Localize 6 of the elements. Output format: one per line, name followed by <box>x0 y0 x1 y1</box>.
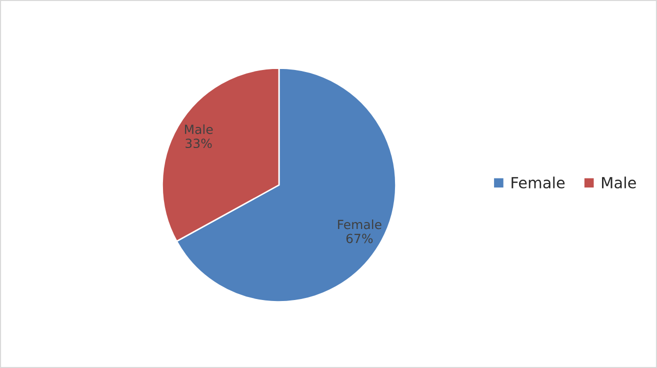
legend-label: Female <box>512 176 565 188</box>
data-label: 67% <box>346 234 373 244</box>
data-label: 33% <box>186 138 212 148</box>
slice-label: Female <box>338 220 382 230</box>
slice-label: Male <box>184 124 213 134</box>
legend-label: Male <box>602 176 636 188</box>
